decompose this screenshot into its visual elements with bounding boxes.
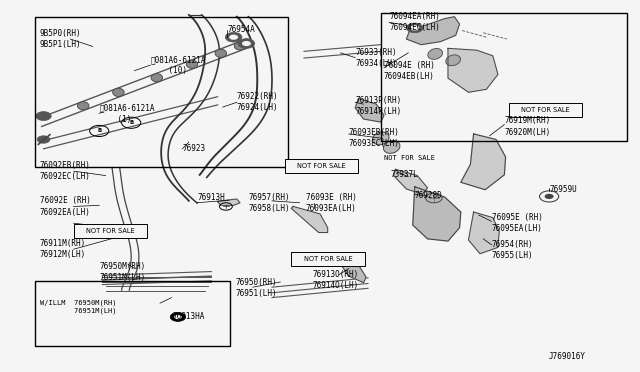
Circle shape xyxy=(229,35,238,40)
Polygon shape xyxy=(291,206,328,232)
Text: NOT FOR SALE: NOT FOR SALE xyxy=(522,107,570,113)
Bar xyxy=(74,224,147,238)
Ellipse shape xyxy=(428,48,443,60)
Ellipse shape xyxy=(186,60,198,68)
Text: 76094EA(RH)
76094EC(LH): 76094EA(RH) 76094EC(LH) xyxy=(389,12,440,32)
Text: 76928D: 76928D xyxy=(415,191,442,200)
Text: 76913O(RH)
76914O(LH): 76913O(RH) 76914O(LH) xyxy=(312,270,358,290)
Text: 76093EB(RH)
76093EC(LH): 76093EB(RH) 76093EC(LH) xyxy=(349,128,399,148)
Text: 76933(RH)
76934(LH): 76933(RH) 76934(LH) xyxy=(355,48,397,68)
Circle shape xyxy=(37,136,50,143)
Text: Ⓑ081A6-6121A
    (10): Ⓑ081A6-6121A (10) xyxy=(150,55,206,75)
Bar xyxy=(35,281,230,346)
Bar xyxy=(291,252,365,266)
Bar xyxy=(285,159,358,173)
Text: 9B5P0(RH)
9B5P1(LH): 9B5P0(RH) 9B5P1(LH) xyxy=(40,29,81,49)
Text: 76092E (RH)
76092EA(LH): 76092E (RH) 76092EA(LH) xyxy=(40,196,90,217)
Circle shape xyxy=(406,23,423,33)
Text: 76093E (RH)
76093EA(LH): 76093E (RH) 76093EA(LH) xyxy=(306,193,356,213)
Circle shape xyxy=(225,32,242,42)
Polygon shape xyxy=(448,48,498,92)
Text: NOT FOR SALE: NOT FOR SALE xyxy=(86,228,134,234)
Polygon shape xyxy=(468,212,499,254)
Text: 76092EB(RH)
76092EC(LH): 76092EB(RH) 76092EC(LH) xyxy=(40,161,90,181)
Text: 76095E (RH)
76095EA(LH): 76095E (RH) 76095EA(LH) xyxy=(492,213,542,233)
Text: 73937L: 73937L xyxy=(390,170,418,179)
Text: 76950(RH)
76951(LH): 76950(RH) 76951(LH) xyxy=(236,278,277,298)
Polygon shape xyxy=(406,17,460,45)
Bar xyxy=(509,103,582,117)
Ellipse shape xyxy=(77,102,89,110)
Bar xyxy=(35,17,288,167)
Text: 76950M(RH)
76951M(LH): 76950M(RH) 76951M(LH) xyxy=(99,262,145,282)
Polygon shape xyxy=(355,99,384,122)
Polygon shape xyxy=(461,134,506,190)
Polygon shape xyxy=(413,187,461,241)
Text: 76957(RH)
76958(LH): 76957(RH) 76958(LH) xyxy=(248,193,290,213)
Ellipse shape xyxy=(151,74,163,82)
Polygon shape xyxy=(339,257,366,283)
Circle shape xyxy=(545,194,554,199)
Circle shape xyxy=(174,315,182,319)
Text: 76913HA: 76913HA xyxy=(173,312,205,321)
Bar xyxy=(381,13,627,141)
Text: 76919M(RH)
76920M(LH): 76919M(RH) 76920M(LH) xyxy=(504,116,550,137)
Text: 76954(RH)
76955(LH): 76954(RH) 76955(LH) xyxy=(492,240,533,260)
Text: 76923: 76923 xyxy=(182,144,205,153)
Text: 76911M(RH)
76912M(LH): 76911M(RH) 76912M(LH) xyxy=(40,239,86,259)
Polygon shape xyxy=(218,199,240,205)
Ellipse shape xyxy=(234,42,246,50)
Circle shape xyxy=(410,25,419,31)
Text: 76094E (RH)
76094EB(LH): 76094E (RH) 76094EB(LH) xyxy=(384,61,435,81)
Text: J769016Y: J769016Y xyxy=(549,352,586,361)
Text: 76913P(RH)
76914P(LH): 76913P(RH) 76914P(LH) xyxy=(355,96,401,116)
Ellipse shape xyxy=(383,141,400,153)
Text: 76922(RH)
76924(LH): 76922(RH) 76924(LH) xyxy=(237,92,278,112)
Text: NOT FOR SALE: NOT FOR SALE xyxy=(384,155,435,161)
Text: NOT FOR SALE: NOT FOR SALE xyxy=(304,256,352,262)
Ellipse shape xyxy=(372,132,389,145)
Text: NOT FOR SALE: NOT FOR SALE xyxy=(298,163,346,169)
Circle shape xyxy=(36,112,51,121)
Text: 76913H: 76913H xyxy=(197,193,225,202)
Text: Ⓑ081A6-6121A
    (1): Ⓑ081A6-6121A (1) xyxy=(99,103,155,124)
Circle shape xyxy=(242,41,251,46)
Ellipse shape xyxy=(215,49,227,57)
Text: B: B xyxy=(97,128,101,134)
Circle shape xyxy=(238,39,255,48)
Circle shape xyxy=(170,312,186,321)
Text: 76954A: 76954A xyxy=(227,25,255,34)
Text: 76959U: 76959U xyxy=(549,185,577,194)
Text: W/ILLM  76950M(RH)
        76951M(LH): W/ILLM 76950M(RH) 76951M(LH) xyxy=(40,300,116,314)
Text: B: B xyxy=(129,120,133,125)
Polygon shape xyxy=(394,169,428,194)
Ellipse shape xyxy=(445,55,461,66)
Ellipse shape xyxy=(113,88,124,96)
